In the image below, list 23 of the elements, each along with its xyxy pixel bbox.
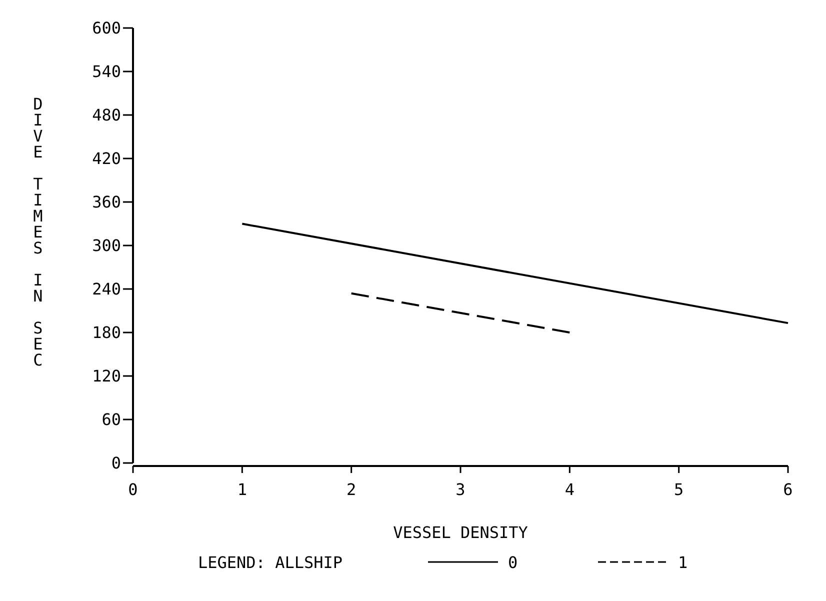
text: DIVE TIMES IN SEC bbox=[33, 94, 43, 370]
y-tick-label: 60 bbox=[102, 410, 121, 430]
y-tick-label: 540 bbox=[92, 62, 121, 82]
x-tick-label: 0 bbox=[128, 480, 138, 499]
y-tick-label: 240 bbox=[92, 280, 121, 299]
x-tick-label: 5 bbox=[674, 480, 684, 499]
x-tick-label: 1 bbox=[237, 480, 247, 499]
y-tick-label: 600 bbox=[92, 18, 121, 38]
y-tick-label: 300 bbox=[92, 236, 121, 256]
x-axis-title: VESSEL DENSITY bbox=[393, 523, 528, 542]
y-tick-label: 180 bbox=[92, 323, 121, 342]
x-tick-label: 6 bbox=[783, 480, 793, 499]
legend-label: 0 bbox=[508, 553, 518, 572]
legend-label: 1 bbox=[678, 553, 688, 572]
x-tick-label: 3 bbox=[456, 480, 466, 499]
y-tick-label: 0 bbox=[111, 454, 121, 473]
x-tick-label: 4 bbox=[564, 480, 574, 499]
x-tick-label: 2 bbox=[346, 480, 356, 499]
y-tick-label: 120 bbox=[92, 366, 121, 386]
y-tick-label: 420 bbox=[92, 149, 121, 168]
y-tick-label: 480 bbox=[92, 106, 121, 125]
y-tick-label: 360 bbox=[92, 192, 121, 212]
legend-title: LEGEND: ALLSHIP bbox=[198, 553, 342, 572]
